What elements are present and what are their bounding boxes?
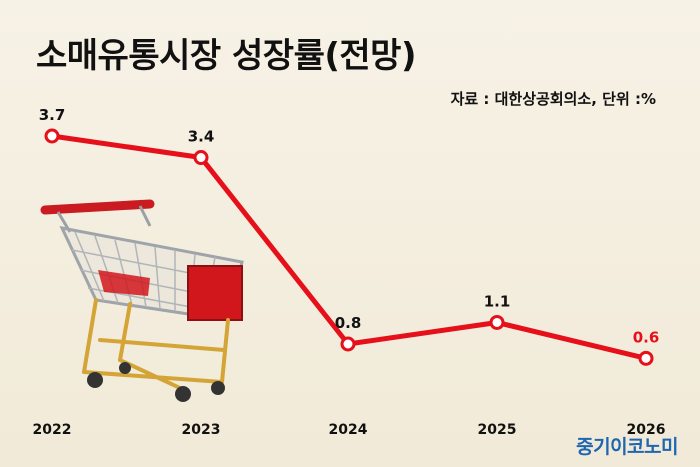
x-tick-label: 2026: [627, 422, 666, 438]
brand-logo: 중기이코노미: [576, 436, 678, 458]
source-note: 자료 : 대한상공회의소, 단위 :%: [450, 90, 656, 108]
x-tick-label: 2022: [33, 422, 72, 438]
data-point: [638, 350, 654, 366]
x-tick-label: 2024: [329, 422, 368, 438]
x-tick-label: 2023: [182, 422, 221, 438]
data-point: [489, 314, 505, 330]
data-label: 3.7: [39, 106, 66, 124]
data-point: [44, 128, 60, 144]
data-label: 0.8: [335, 314, 362, 332]
x-tick-label: 2025: [478, 422, 517, 438]
data-label: 1.1: [484, 292, 511, 310]
data-label: 0.6: [633, 328, 660, 346]
data-marks: 3.7 2022 3.4 2023 0.8 2024 1.1 2025 0.6 2026: [33, 106, 666, 438]
shopping-cart-icon: [40, 199, 244, 402]
data-label: 3.4: [188, 128, 215, 146]
chart-title: 소매유통시장 성장률(전망): [36, 36, 417, 76]
data-point: [340, 336, 356, 352]
data-point: [193, 150, 209, 166]
